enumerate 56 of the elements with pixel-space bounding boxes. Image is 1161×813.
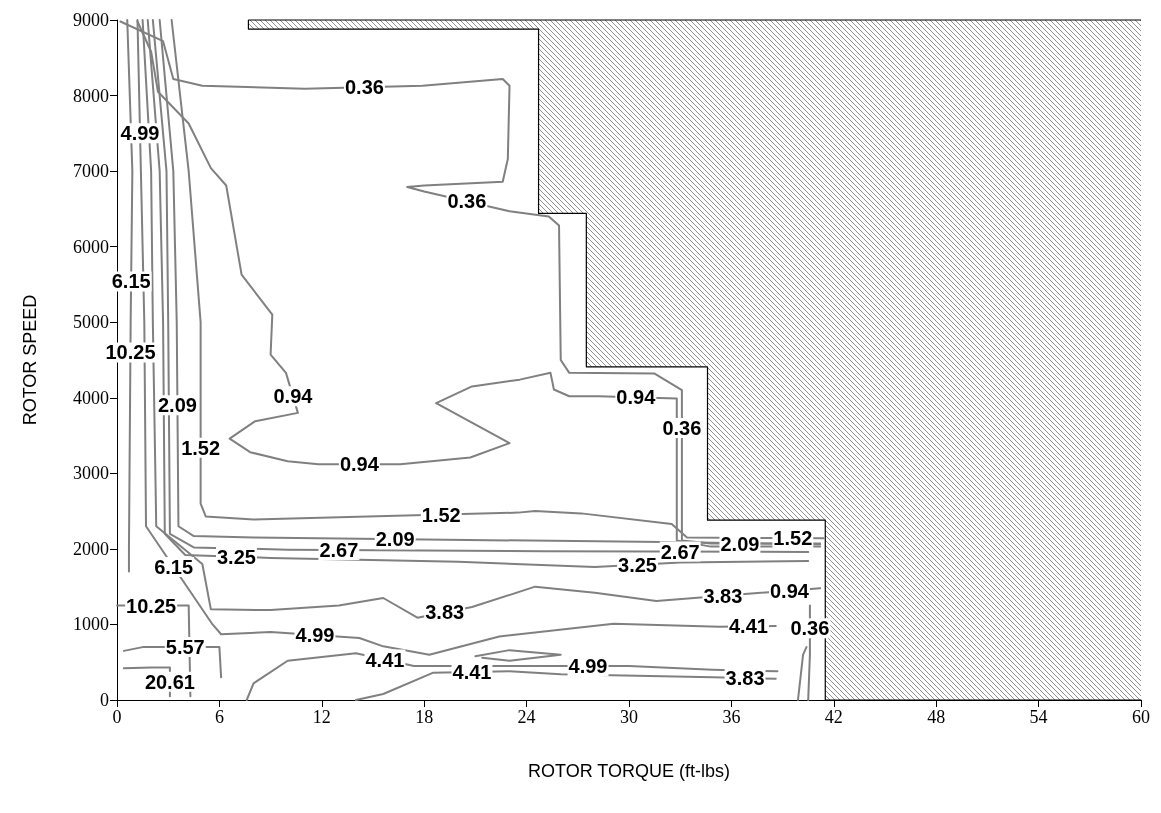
annotation: 2.67 (319, 538, 359, 561)
annotation: 4.99 (568, 655, 608, 677)
x-tick-label: 0 (112, 707, 122, 727)
annotation: 2.09 (157, 394, 197, 417)
x-tick-label: 24 (517, 707, 536, 727)
annotation: 3.83 (425, 601, 465, 624)
annotation: 3.25 (217, 545, 256, 568)
y-tick-label: 0 (100, 690, 109, 710)
annotation: 0.94 (273, 385, 314, 408)
y-axis-title: ROTOR SPEED (20, 294, 40, 426)
y-tick-label: 1000 (73, 614, 109, 635)
annotation: 1.52 (773, 527, 813, 550)
y-tick-label: 5000 (73, 312, 109, 333)
annotation: 10.25 (126, 594, 177, 617)
annotation: 3.25 (618, 553, 657, 576)
x-tick-label: 6 (214, 707, 224, 727)
x-tick-label: 36 (722, 707, 741, 727)
annotation: 0.94 (769, 579, 810, 602)
annotation: 4.99 (295, 624, 335, 647)
x-tick-label: 42 (824, 707, 843, 727)
y-tick-label: 2000 (73, 538, 109, 559)
y-tick-label: 6000 (73, 236, 109, 257)
annotation: 0.36 (345, 76, 384, 99)
x-tick-label: 30 (620, 707, 638, 727)
y-tick-label: 4000 (73, 387, 109, 408)
annotation: 4.99 (120, 122, 160, 145)
annotation: 4.41 (729, 615, 768, 638)
x-axis-title: ROTOR TORQUE (ft-lbs) (527, 761, 731, 781)
annotation: 10.25 (105, 341, 156, 364)
annotation: 20.61 (144, 670, 195, 693)
x-tick-label: 18 (415, 707, 434, 727)
annotation: 3.83 (725, 667, 765, 690)
annotation: 2.09 (720, 532, 760, 555)
annotation: 6.15 (111, 270, 151, 293)
annotation: 4.41 (452, 661, 492, 684)
annotation: 0.94 (616, 386, 657, 409)
annotation: 6.15 (154, 556, 194, 579)
annotation: 0.94 (339, 453, 380, 476)
y-tick-label: 8000 (73, 85, 109, 106)
annotation: 2.09 (375, 528, 415, 551)
x-tick-label: 54 (1029, 707, 1048, 727)
annotation: 0.36 (447, 190, 487, 213)
x-tick-label: 48 (927, 707, 946, 727)
annotation: 3.83 (703, 584, 743, 607)
annotation: 1.52 (421, 503, 461, 526)
x-tick-label: 12 (312, 707, 331, 727)
y-tick-label: 3000 (73, 463, 109, 484)
annotation: 2.67 (660, 540, 700, 563)
annotation: 4.41 (365, 648, 405, 671)
annotation: 0.36 (790, 617, 830, 640)
y-tick-label: 9000 (73, 10, 109, 30)
annotation: 5.57 (165, 636, 205, 659)
y-tick-label: 7000 (73, 161, 109, 182)
x-tick-label: 60 (1132, 707, 1150, 727)
annotation: 1.52 (181, 436, 221, 459)
annotation: 0.36 (662, 417, 702, 439)
